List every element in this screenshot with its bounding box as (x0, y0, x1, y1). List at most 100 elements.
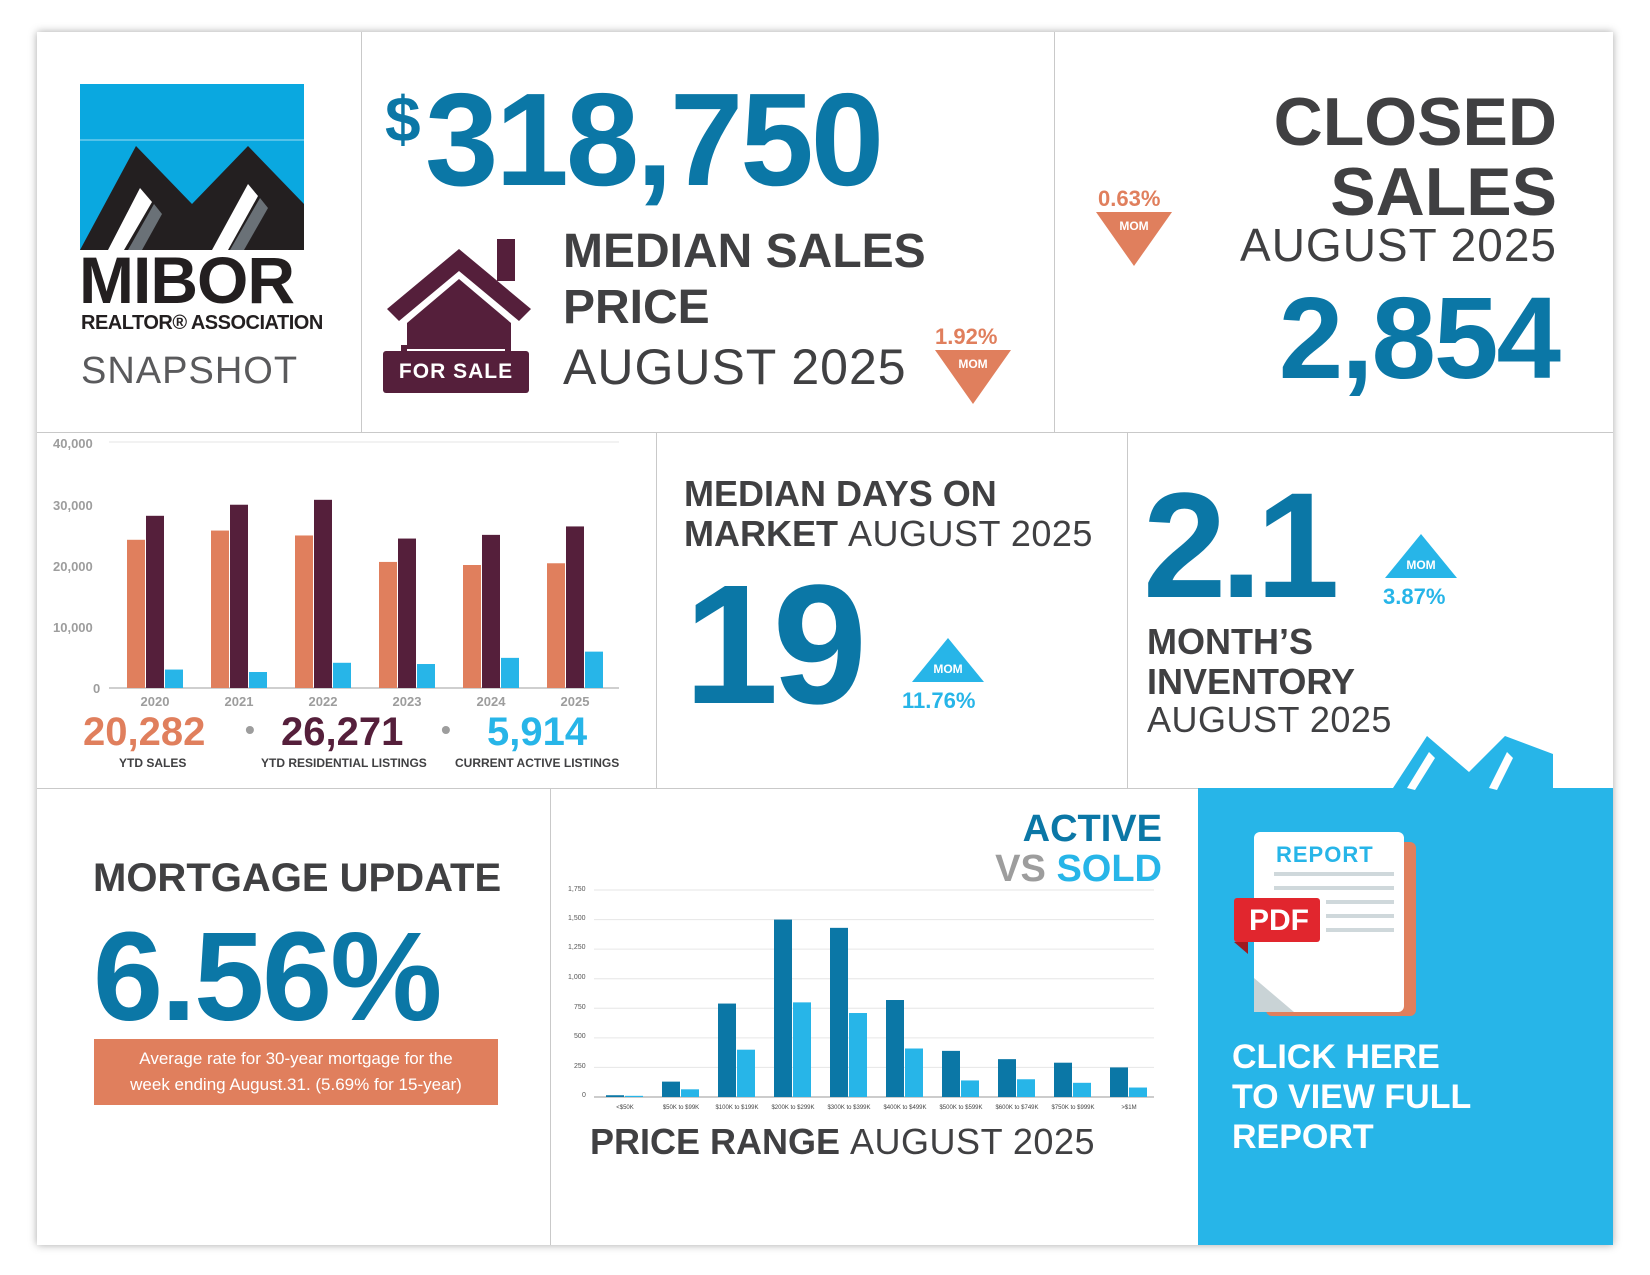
median-price-title-line2: PRICE (563, 281, 710, 334)
bar-2021-series-0 (211, 530, 229, 688)
logo-panel: MIBOR REALTOR® ASSOCIATION SNAPSHOT (37, 32, 361, 432)
bar-2-series-1 (737, 1049, 755, 1097)
bar-2022-series-2 (333, 662, 351, 688)
y-tick-label: 0 (582, 1092, 586, 1099)
bar-2024-series-0 (463, 565, 481, 688)
divider (361, 32, 362, 432)
x-tick-label: 2024 (477, 694, 507, 709)
bar-2020-series-2 (165, 669, 183, 688)
y-tick-label: 1,500 (568, 915, 586, 922)
bar-2021-series-2 (249, 672, 267, 688)
active-title: ACTIVE (1022, 808, 1162, 850)
y-tick-label: 20,000 (53, 559, 93, 574)
days-on-market-panel: MEDIAN DAYS ON MARKET AUGUST 2025 19 MOM… (656, 432, 1127, 788)
x-tick-label: 2021 (225, 694, 254, 709)
bar-3-series-0 (774, 919, 792, 1097)
bar-2023-series-1 (398, 538, 416, 688)
inventory-title-line2: INVENTORY (1147, 661, 1356, 702)
y-tick-label: 1,750 (568, 886, 586, 893)
price-range-bar-chart: <$50K $50K to $99K $100K to $199K $200K to … (594, 889, 1154, 1111)
inventory-panel: 2.1 MOM 3.87% MONTH’S INVENTORY AUGUST 2… (1127, 432, 1613, 788)
divider (37, 432, 1613, 433)
x-tick-label: $100K to $199K (715, 1105, 758, 1111)
price-range-period: AUGUST 2025 (850, 1121, 1095, 1162)
bar-1-series-0 (662, 1081, 680, 1097)
mortgage-panel: MORTGAGE UPDATE 6.56% Average rate for 3… (37, 788, 550, 1245)
for-sale-sign-label: FOR SALE (398, 360, 514, 383)
bar-6-series-1 (961, 1080, 979, 1097)
bar-9-series-1 (1129, 1087, 1147, 1097)
median-price-value: 318,750 (425, 66, 884, 213)
y-tick-label: 40,000 (53, 436, 93, 451)
divider (1054, 32, 1055, 432)
bar-2024-series-2 (501, 657, 519, 688)
mountain-logo-icon (80, 84, 304, 250)
x-tick-label: 2023 (393, 694, 422, 709)
x-tick-label: $750K to $999K (1051, 1105, 1094, 1111)
separator-dot: • (441, 714, 451, 745)
bar-2025-series-0 (547, 563, 565, 688)
ytd-listings-value: 26,271 (281, 710, 404, 754)
bar-2024-series-1 (482, 534, 500, 688)
x-tick-label: >$1M (1121, 1105, 1136, 1111)
y-tick-label: 1,250 (568, 944, 586, 951)
cta-line3: REPORT (1232, 1118, 1374, 1156)
x-tick-label: $50K to $99K (663, 1105, 699, 1111)
dom-period: AUGUST 2025 (848, 513, 1093, 554)
y-tick-label: 750 (574, 1004, 586, 1011)
dom-title-line1: MEDIAN DAYS ON (684, 473, 997, 514)
inventory-change: 3.87% (1383, 584, 1446, 609)
snapshot-label: SNAPSHOT (81, 350, 299, 392)
bar-2025-series-1 (566, 526, 584, 688)
x-tick-label: $200K to $299K (771, 1105, 814, 1111)
pdf-report-icon (1234, 832, 1416, 1016)
x-tick-label: <$50K (616, 1105, 634, 1111)
down-arrow-icon (935, 350, 1011, 404)
active-listings-label: CURRENT ACTIVE LISTINGS (455, 756, 620, 770)
y-tick-label: 0 (93, 681, 101, 696)
ytd-chart-panel: 40,000 30,000 20,000 10,000 0 2020 2021 20… (37, 432, 656, 788)
bar-6-series-0 (942, 1050, 960, 1097)
x-tick-label: $500K to $599K (939, 1105, 982, 1111)
mom-label: MOM (958, 357, 988, 371)
ytd-bar-chart: 2020 2021 2022 2023 2024 2025 (109, 441, 619, 709)
bar-2022-series-1 (314, 499, 332, 688)
bar-2023-series-2 (417, 664, 435, 688)
view-report-button[interactable]: REPORT PDF CLICK HERE TO VIEW FULL REPOR… (1198, 788, 1613, 1245)
dom-value: 19 (684, 550, 867, 740)
dollar-sign: $ (385, 83, 421, 155)
divider (1127, 432, 1128, 788)
bar-9-series-0 (1110, 1067, 1128, 1097)
snapshot-card: MIBOR REALTOR® ASSOCIATION SNAPSHOT $ 31… (37, 32, 1613, 1245)
price-range-panel: ACTIVE VS SOLD 1,750 1,500 1,250 1,000 7… (550, 788, 1198, 1245)
bar-0-series-1 (625, 1095, 643, 1097)
bar-8-series-0 (1054, 1062, 1072, 1097)
dom-title-line2: MARKET (684, 513, 838, 554)
inventory-value: 2.1 (1143, 461, 1340, 629)
report-label: REPORT (1276, 842, 1374, 867)
bar-5-series-1 (905, 1048, 923, 1097)
mom-label: MOM (1406, 558, 1436, 572)
mom-label: MOM (1119, 219, 1149, 233)
closed-sales-panel: CLOSED SALES AUGUST 2025 2,854 0.63% MOM (1054, 32, 1613, 432)
x-tick-label: $400K to $499K (883, 1105, 926, 1111)
median-price-panel: $ 318,750 FOR SALE MEDIAN SALES PRICE AU… (361, 32, 1054, 432)
cta-line1: CLICK HERE (1232, 1038, 1440, 1076)
bar-8-series-1 (1073, 1082, 1091, 1097)
bar-3-series-1 (793, 1002, 811, 1097)
vs-label: VS (995, 848, 1046, 890)
bar-1-series-1 (681, 1089, 699, 1097)
mortgage-title: MORTGAGE UPDATE (93, 856, 502, 900)
bar-5-series-0 (886, 1000, 904, 1097)
y-tick-label: 500 (574, 1033, 586, 1040)
sold-title: SOLD (1056, 848, 1162, 890)
price-range-label: PRICE RANGE (590, 1121, 841, 1162)
x-tick-label: 2020 (141, 694, 170, 709)
mountain-peaks-icon (1393, 736, 1553, 792)
mortgage-note-line1: Average rate for 30-year mortgage for th… (139, 1049, 453, 1068)
closed-sales-title-line1: CLOSED (1273, 84, 1557, 160)
inventory-period: AUGUST 2025 (1147, 699, 1392, 740)
bar-2-series-0 (718, 1003, 736, 1097)
x-tick-label: 2022 (309, 694, 338, 709)
closed-sales-change: 0.63% (1098, 186, 1161, 211)
